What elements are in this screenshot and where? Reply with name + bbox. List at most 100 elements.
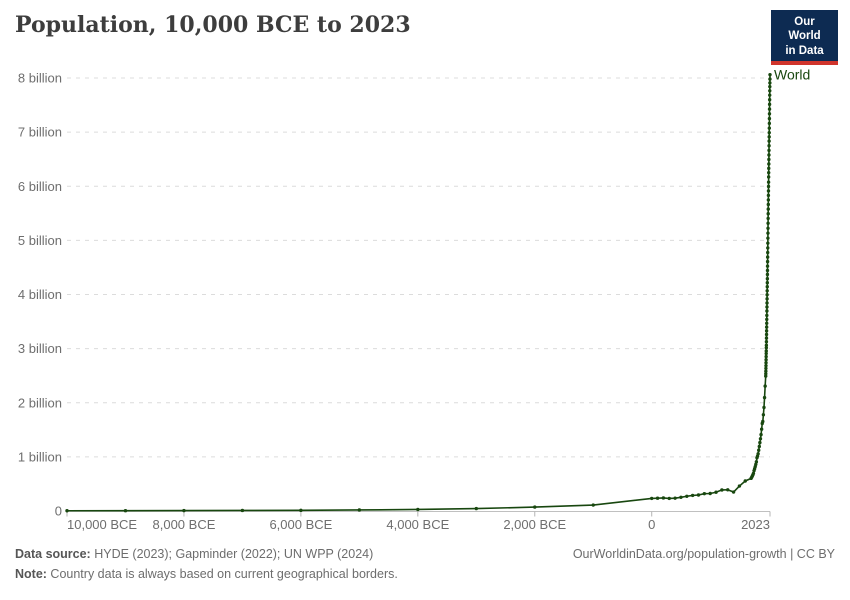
data-point[interactable] [765, 264, 770, 268]
data-point[interactable] [767, 130, 771, 135]
data-point[interactable] [756, 452, 760, 456]
data-point[interactable] [655, 496, 660, 500]
data-point[interactable] [650, 496, 654, 501]
data-point[interactable] [765, 272, 770, 277]
data-point[interactable] [768, 81, 772, 85]
data-point[interactable] [766, 212, 770, 216]
data-point[interactable] [765, 305, 769, 309]
data-point[interactable] [763, 384, 767, 388]
data-point[interactable] [766, 193, 771, 198]
data-point[interactable] [759, 432, 763, 437]
data-point[interactable] [765, 293, 769, 297]
data-point[interactable] [673, 496, 677, 500]
data-point[interactable] [765, 255, 770, 259]
data-point[interactable] [767, 121, 772, 126]
data-point[interactable] [737, 484, 742, 488]
data-point[interactable] [708, 491, 712, 496]
data-point[interactable] [690, 493, 695, 498]
world-line[interactable] [66, 74, 771, 512]
data-point[interactable] [768, 93, 772, 97]
data-point[interactable] [768, 77, 772, 81]
population-chart[interactable]: 0 1 billion 2 billion 3 billion 4 billion 5 b… [0, 0, 850, 540]
data-point[interactable] [766, 207, 770, 211]
data-point[interactable] [757, 448, 761, 452]
data-point[interactable] [765, 285, 769, 289]
data-point[interactable] [182, 508, 186, 513]
data-point[interactable] [758, 437, 763, 441]
data-point[interactable] [416, 507, 420, 512]
data-point[interactable] [768, 72, 772, 77]
data-point[interactable] [766, 231, 770, 235]
data-point[interactable] [762, 405, 766, 410]
data-point[interactable] [767, 170, 771, 175]
data-point[interactable] [766, 221, 770, 225]
data-point[interactable] [762, 395, 767, 400]
data-point[interactable] [765, 289, 769, 293]
data-point[interactable] [726, 488, 730, 492]
data-point[interactable] [757, 444, 761, 449]
data-point[interactable] [754, 460, 759, 464]
data-point[interactable] [764, 363, 768, 368]
data-point[interactable] [765, 317, 769, 322]
data-point[interactable] [65, 509, 69, 513]
data-point[interactable] [533, 505, 537, 509]
data-point[interactable] [766, 241, 770, 245]
data-point[interactable] [764, 343, 769, 347]
citation-link[interactable]: OurWorldinData.org/population-growth | C… [572, 547, 835, 561]
data-point[interactable] [764, 361, 768, 365]
data-point[interactable] [714, 490, 718, 494]
data-point[interactable] [667, 496, 671, 501]
world-series[interactable] [65, 72, 772, 513]
data-point[interactable] [761, 419, 765, 424]
data-point[interactable] [661, 496, 666, 500]
data-point[interactable] [761, 413, 766, 417]
data-point[interactable] [759, 427, 764, 431]
data-point[interactable] [767, 112, 772, 116]
data-point[interactable] [766, 180, 771, 184]
data-point[interactable] [766, 184, 771, 189]
data-point[interactable] [767, 139, 771, 143]
data-point[interactable] [765, 259, 770, 264]
data-point[interactable] [764, 369, 768, 373]
data-point[interactable] [766, 226, 770, 231]
data-point[interactable] [766, 202, 770, 207]
data-point[interactable] [764, 340, 769, 344]
data-point[interactable] [754, 462, 758, 467]
data-point[interactable] [731, 490, 736, 494]
data-point[interactable] [764, 372, 768, 376]
data-point[interactable] [123, 508, 128, 513]
data-point[interactable] [764, 336, 769, 340]
data-point[interactable] [591, 503, 595, 507]
data-point[interactable] [766, 198, 771, 202]
data-point[interactable] [768, 89, 772, 93]
data-point[interactable] [765, 321, 769, 325]
data-point[interactable] [766, 250, 770, 255]
data-point[interactable] [766, 175, 771, 179]
data-point[interactable] [765, 297, 769, 301]
data-point[interactable] [767, 126, 771, 130]
data-point[interactable] [764, 351, 768, 356]
data-point[interactable] [767, 162, 771, 166]
data-point[interactable] [751, 471, 756, 476]
data-point[interactable] [766, 189, 771, 193]
data-point[interactable] [767, 153, 771, 157]
data-point[interactable] [240, 508, 245, 513]
data-point[interactable] [767, 157, 771, 162]
data-point[interactable] [766, 216, 770, 221]
data-point[interactable] [765, 309, 769, 313]
data-point[interactable] [696, 493, 701, 497]
data-point[interactable] [767, 102, 772, 107]
data-point[interactable] [764, 366, 768, 371]
data-point[interactable] [766, 246, 770, 250]
data-point[interactable] [765, 313, 769, 318]
data-point[interactable] [758, 440, 762, 445]
data-point[interactable] [720, 488, 724, 492]
owid-logo[interactable]: Our World in Data [771, 10, 838, 66]
data-point[interactable] [767, 116, 772, 121]
data-point[interactable] [474, 506, 478, 511]
data-point[interactable] [765, 277, 770, 281]
data-point[interactable] [764, 329, 769, 333]
data-point[interactable] [702, 491, 707, 496]
data-point[interactable] [764, 349, 768, 353]
data-point[interactable] [764, 346, 769, 350]
